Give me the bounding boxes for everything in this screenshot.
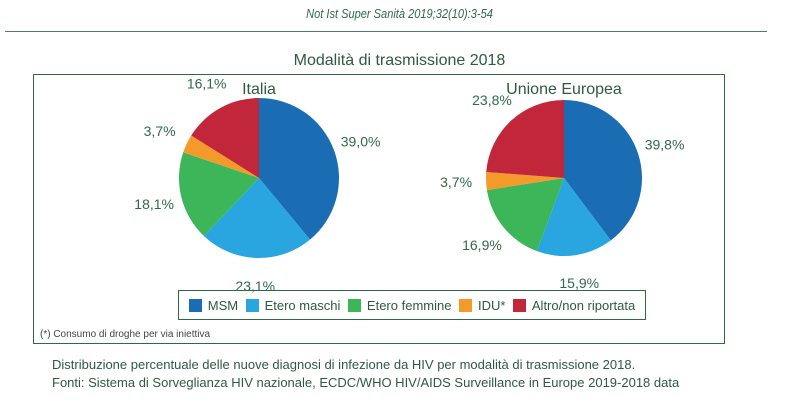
legend-label: Altro/non riportata bbox=[531, 297, 636, 313]
legend-item: Altro/non riportata bbox=[512, 297, 636, 313]
caption-line-1: Distribuzione percentuale delle nuove di… bbox=[52, 357, 636, 372]
legend: MSM Etero maschi Etero femmine IDU* Altro/no… bbox=[178, 290, 646, 320]
journal-header: Not Ist Super Sanità 2019;32(10):3-54 bbox=[306, 6, 493, 21]
chart-frame bbox=[33, 74, 725, 344]
legend-swatch bbox=[245, 298, 259, 312]
data-label: 3,7% bbox=[144, 123, 176, 139]
pie-slice-1-2 bbox=[486, 178, 564, 252]
data-label: 39,8% bbox=[645, 136, 685, 152]
legend-item: IDU* bbox=[458, 297, 506, 313]
legend-item: Etero femmine bbox=[347, 297, 452, 313]
data-label: 16,1% bbox=[187, 76, 227, 92]
pie-title: Unione Europea bbox=[506, 81, 622, 98]
pie-slice-0-1 bbox=[203, 178, 310, 259]
data-label: 23,8% bbox=[472, 92, 512, 108]
legend-label: Etero femmine bbox=[366, 297, 452, 313]
pie-slice-0-4 bbox=[191, 98, 259, 178]
data-label: 3,7% bbox=[440, 174, 472, 190]
legend-label: IDU* bbox=[477, 297, 506, 313]
footnote: (*) Consumo di droghe per via iniettiva bbox=[40, 329, 211, 340]
pie-slice-1-0 bbox=[564, 100, 642, 241]
data-label: 23,1% bbox=[235, 278, 275, 294]
header-rule bbox=[5, 31, 767, 32]
pie-slice-0-3 bbox=[183, 135, 259, 178]
legend-item: MSM bbox=[188, 297, 239, 313]
pie-slice-1-1 bbox=[536, 178, 611, 256]
caption-line-2: Fonti: Sistema di Sorveglianza HIV nazio… bbox=[52, 375, 680, 390]
pie-slice-0-2 bbox=[179, 152, 259, 236]
legend-swatch bbox=[188, 298, 202, 312]
data-label: 15,9% bbox=[559, 275, 599, 291]
pie-title: Italia bbox=[242, 81, 276, 98]
pie-slice-1-3 bbox=[486, 172, 564, 191]
legend-swatch bbox=[512, 298, 526, 312]
data-label: 18,1% bbox=[134, 196, 174, 212]
data-label: 39,0% bbox=[341, 133, 381, 149]
pie-slice-0-0 bbox=[259, 98, 339, 240]
pie-slice-1-4 bbox=[486, 100, 564, 178]
chart-title: Modalità di trasmissione 2018 bbox=[293, 52, 506, 69]
data-label: 16,9% bbox=[462, 237, 502, 253]
legend-label: Etero maschi bbox=[264, 297, 341, 313]
legend-swatch bbox=[458, 298, 472, 312]
legend-item: Etero maschi bbox=[245, 297, 341, 313]
legend-swatch bbox=[347, 298, 361, 312]
legend-label: MSM bbox=[207, 297, 239, 313]
